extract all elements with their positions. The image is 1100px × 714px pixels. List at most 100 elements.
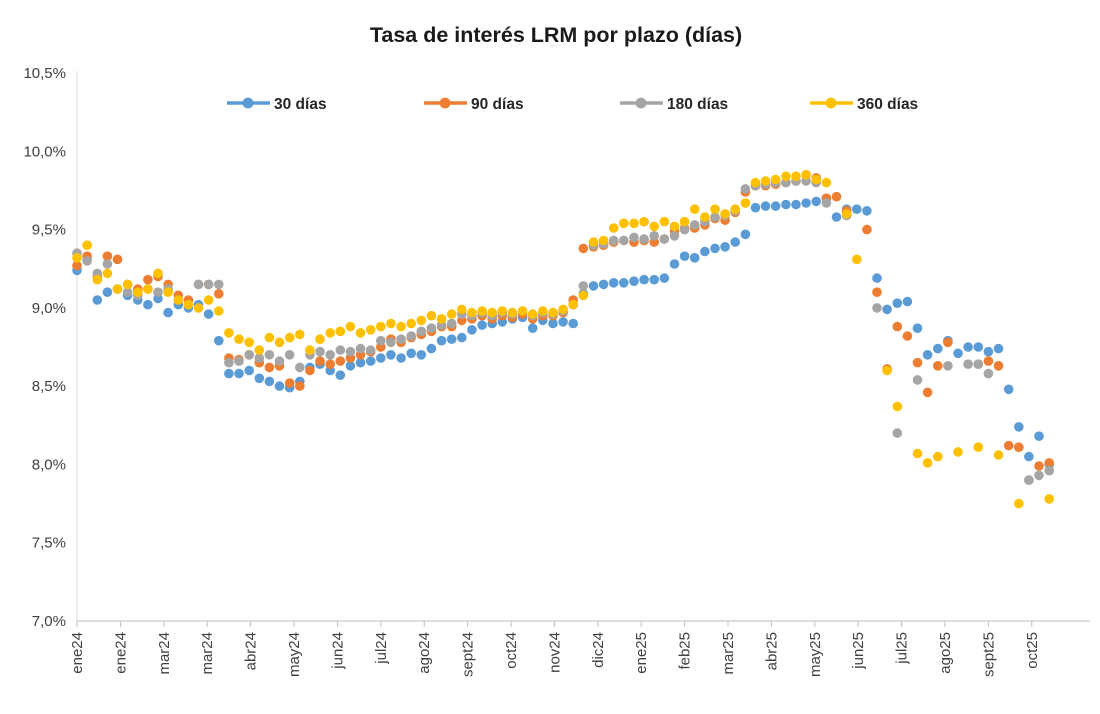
data-point — [214, 306, 224, 316]
data-point — [882, 304, 892, 315]
data-point — [983, 346, 994, 357]
data-point — [143, 284, 153, 294]
data-point — [72, 252, 82, 263]
x-axis-labels: ene24 ene24 mar24 mar24 abr24 may24 jun24 jul24… — [69, 632, 1041, 677]
data-point — [689, 220, 700, 230]
x-tick-label: oct25 — [1024, 632, 1041, 669]
data-point — [700, 246, 710, 257]
legend-marker-dot — [635, 97, 647, 109]
data-point — [1024, 451, 1034, 462]
data-point — [325, 359, 336, 370]
data-point — [710, 212, 720, 222]
data-point — [365, 345, 376, 355]
data-point — [760, 176, 771, 186]
data-point — [102, 287, 113, 298]
data-point — [821, 177, 832, 188]
data-point — [619, 235, 629, 246]
data-point — [1034, 470, 1044, 481]
data-point — [163, 307, 173, 318]
x-tick-label: ene25 — [633, 632, 650, 674]
data-point — [315, 346, 325, 357]
data-point — [446, 334, 457, 345]
data-point — [831, 191, 842, 202]
data-point — [578, 243, 589, 254]
data-point — [82, 240, 92, 250]
data-point — [345, 361, 356, 371]
data-point — [224, 368, 234, 379]
data-point — [416, 326, 427, 337]
data-point — [679, 251, 690, 261]
data-point — [892, 298, 903, 309]
data-point — [781, 199, 791, 210]
data-point — [1044, 458, 1054, 468]
data-point — [396, 334, 406, 345]
x-tick-label: mar24 — [156, 632, 173, 675]
data-point — [234, 334, 244, 345]
data-point — [274, 337, 285, 348]
data-point — [700, 212, 710, 222]
data-point — [669, 231, 680, 241]
data-point — [193, 279, 204, 290]
data-point — [335, 370, 346, 381]
data-point — [902, 331, 913, 341]
y-tick-label: 7,5% — [32, 535, 66, 552]
data-point — [649, 221, 659, 232]
data-point — [153, 287, 163, 298]
x-tick-label: ene24 — [69, 632, 86, 674]
data-point — [588, 237, 599, 247]
data-point — [527, 309, 538, 319]
chart-title: Tasa de interés LRM por plazo (días) — [370, 23, 742, 47]
data-point — [1024, 475, 1034, 485]
legend-label: 180 días — [667, 96, 728, 113]
data-point — [852, 254, 862, 265]
data-point — [335, 326, 346, 337]
data-point — [507, 307, 518, 318]
data-point — [457, 332, 467, 343]
data-point — [801, 170, 811, 180]
data-point — [224, 357, 234, 368]
data-point — [376, 321, 386, 332]
data-point — [224, 328, 234, 338]
data-point — [548, 307, 558, 318]
data-point — [993, 450, 1004, 460]
data-point — [912, 323, 923, 334]
data-point — [446, 309, 457, 319]
data-point — [92, 274, 103, 285]
data-point — [284, 378, 295, 388]
data-point — [264, 362, 275, 373]
data-point — [649, 231, 659, 241]
data-point — [649, 274, 659, 285]
data-point — [831, 212, 842, 222]
data-point — [173, 295, 184, 305]
legend-label: 30 días — [274, 96, 327, 113]
data-point — [710, 243, 720, 254]
data-point — [264, 350, 275, 360]
data-point — [143, 299, 153, 310]
data-point — [922, 350, 933, 360]
data-point — [629, 276, 639, 287]
data-point — [922, 387, 933, 398]
x-tick-label: nov24 — [546, 632, 563, 673]
data-point — [315, 334, 325, 345]
data-point — [244, 350, 254, 360]
data-point — [477, 320, 487, 330]
x-tick-label: oct24 — [503, 632, 520, 669]
data-point — [426, 323, 437, 334]
data-point — [406, 348, 417, 359]
x-tick-label: mar25 — [720, 632, 737, 675]
series-points-180-dias — [72, 176, 1054, 485]
data-point — [679, 224, 690, 235]
x-tick-label: feb25 — [677, 632, 694, 670]
data-point — [365, 356, 376, 366]
data-point — [679, 216, 690, 227]
data-point — [527, 323, 538, 334]
data-point — [558, 317, 568, 327]
data-point — [983, 368, 994, 379]
data-point — [963, 359, 973, 370]
data-point — [234, 356, 244, 366]
data-point — [973, 342, 984, 352]
x-tick-label: ago24 — [416, 632, 433, 674]
data-point — [284, 350, 295, 360]
x-tick-label: jun25 — [850, 632, 867, 670]
